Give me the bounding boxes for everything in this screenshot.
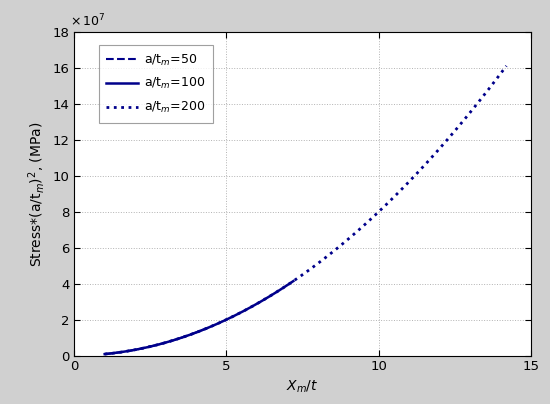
- a/t$_m$=50: [101, 351, 108, 356]
- a/t$_m$=50: [136, 347, 142, 351]
- a/t$_m$=50: [179, 335, 185, 340]
- Text: $\times\,10^7$: $\times\,10^7$: [70, 13, 105, 29]
- a/t$_m$=100: [163, 340, 169, 345]
- X-axis label: $X_m/t$: $X_m/t$: [286, 379, 319, 396]
- a/t$_m$=200: [232, 313, 239, 318]
- a/t$_m$=100: [101, 351, 108, 356]
- a/t$_m$=100: [239, 309, 245, 314]
- a/t$_m$=50: [114, 350, 121, 355]
- a/t$_m$=200: [101, 351, 108, 356]
- a/t$_m$=50: [208, 324, 214, 329]
- Legend: a/t$_m$=50, a/t$_m$=100, a/t$_m$=200: a/t$_m$=50, a/t$_m$=100, a/t$_m$=200: [99, 45, 212, 123]
- Line: a/t$_m$=100: a/t$_m$=100: [104, 281, 293, 354]
- Line: a/t$_m$=200: a/t$_m$=200: [104, 66, 507, 354]
- Line: a/t$_m$=50: a/t$_m$=50: [104, 326, 211, 354]
- a/t$_m$=200: [393, 192, 400, 197]
- a/t$_m$=50: [168, 339, 175, 343]
- a/t$_m$=200: [392, 194, 398, 199]
- a/t$_m$=200: [150, 343, 156, 348]
- a/t$_m$=200: [354, 229, 361, 234]
- a/t$_m$=50: [144, 345, 150, 350]
- a/t$_m$=50: [178, 335, 185, 340]
- a/t$_m$=200: [261, 297, 267, 302]
- Y-axis label: Stress*(a/t$_m$)$^2$, (MPa): Stress*(a/t$_m$)$^2$, (MPa): [26, 121, 47, 267]
- a/t$_m$=100: [124, 349, 131, 354]
- a/t$_m$=100: [220, 319, 227, 324]
- a/t$_m$=100: [176, 336, 183, 341]
- a/t$_m$=100: [238, 310, 244, 315]
- a/t$_m$=100: [290, 279, 296, 284]
- a/t$_m$=200: [503, 63, 510, 68]
